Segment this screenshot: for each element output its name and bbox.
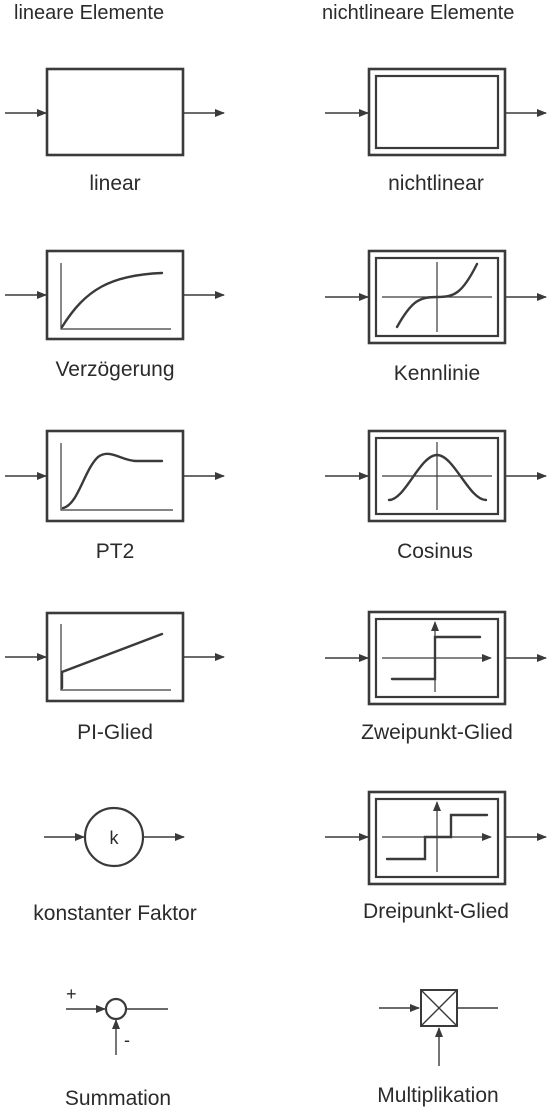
pi-block [5,611,225,703]
label-linear: linear [89,172,141,195]
characteristic-box-inner [374,256,500,338]
constant-factor-block: k [44,806,185,868]
label-two-point: Zweipunkt-Glied [361,721,513,744]
label-multiplication: Multiplikation [377,1084,499,1107]
summation-block: + - [66,984,168,1055]
two-point-box-inner [374,617,500,699]
cosine-box-inner [374,436,500,516]
three-point-box-inner [374,797,500,879]
label-pi: PI-Glied [77,721,153,744]
pi-axes [60,624,171,691]
delay-curve [60,271,164,329]
two-point-curve [390,635,482,681]
characteristic-curve [395,262,479,329]
pt2-curve [61,452,164,510]
label-pt2: PT2 [95,540,135,563]
factor-symbol: k [110,828,120,848]
label-cosine: Cosinus [397,540,473,563]
characteristic-block [325,249,547,345]
label-nonlinear: nichtlinear [388,172,484,195]
summation-circle [104,997,128,1021]
nonlinear-box-outer [367,67,507,157]
three-point-curve [385,813,489,861]
three-point-block [325,790,547,886]
label-delay: Verzögerung [55,358,175,381]
delay-box [45,249,185,341]
linear-block [5,67,225,157]
plus-sign: + [66,984,77,1004]
pt2-axes [60,443,173,511]
label-characteristic: Kennlinie [393,362,481,385]
cosine-block [325,429,547,523]
pi-curve [60,632,164,690]
label-summation: Summation [64,1087,172,1110]
header-linear-elements: lineare Elemente [14,2,165,24]
delay-block [5,249,225,341]
linear-box [45,67,185,157]
label-constant-factor: konstanter Faktor [33,902,197,925]
nonlinear-box-inner [374,74,500,150]
label-three-point: Dreipunkt-Glied [363,900,509,923]
pt2-block [5,429,225,523]
header-nonlinear-elements: nichtlineare Elemente [322,2,515,24]
minus-sign: - [124,1030,130,1050]
multiplication-cross-b [420,989,458,1027]
two-point-block [325,610,547,706]
multiplication-block [379,989,498,1066]
delay-axes [60,263,171,330]
pt2-box [45,429,185,523]
pi-box [45,611,185,703]
nonlinear-block [325,67,547,157]
cosine-curve [387,453,488,502]
